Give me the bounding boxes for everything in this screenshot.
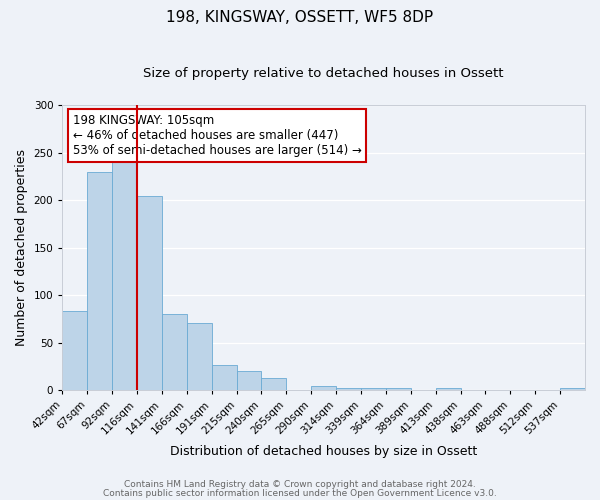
Bar [361, 388, 386, 390]
Bar [311, 386, 336, 390]
Bar [187, 323, 212, 390]
Bar [112, 162, 137, 390]
Text: Contains HM Land Registry data © Crown copyright and database right 2024.: Contains HM Land Registry data © Crown c… [124, 480, 476, 489]
Bar [87, 172, 112, 390]
Text: Contains public sector information licensed under the Open Government Licence v3: Contains public sector information licen… [103, 490, 497, 498]
Bar [236, 372, 262, 390]
X-axis label: Distribution of detached houses by size in Ossett: Distribution of detached houses by size … [170, 444, 477, 458]
Text: 198 KINGSWAY: 105sqm
← 46% of detached houses are smaller (447)
53% of semi-deta: 198 KINGSWAY: 105sqm ← 46% of detached h… [73, 114, 362, 157]
Bar [386, 388, 411, 390]
Bar [262, 378, 286, 390]
Bar [560, 388, 585, 390]
Text: 198, KINGSWAY, OSSETT, WF5 8DP: 198, KINGSWAY, OSSETT, WF5 8DP [166, 10, 434, 25]
Bar [336, 388, 361, 390]
Bar [137, 196, 162, 390]
Title: Size of property relative to detached houses in Ossett: Size of property relative to detached ho… [143, 68, 504, 80]
Bar [436, 388, 461, 390]
Bar [62, 312, 87, 390]
Y-axis label: Number of detached properties: Number of detached properties [15, 150, 28, 346]
Bar [162, 314, 187, 390]
Bar [212, 364, 236, 390]
